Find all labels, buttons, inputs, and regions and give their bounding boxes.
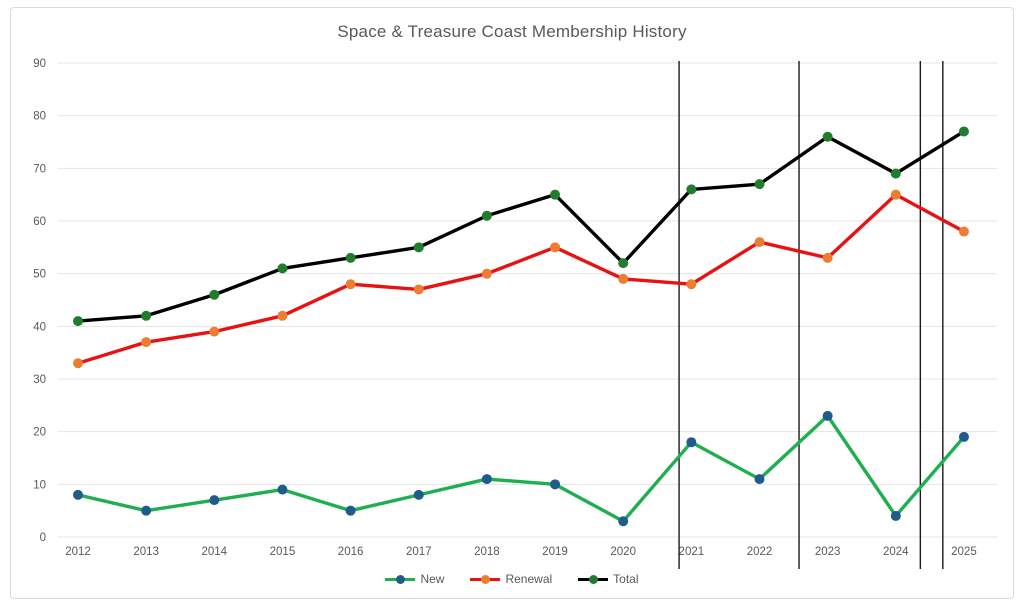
data-point-renewal bbox=[822, 252, 833, 263]
data-point-new bbox=[686, 437, 697, 448]
y-axis-tick-label: 70 bbox=[33, 163, 46, 175]
legend-label-renewal: Renewal bbox=[505, 572, 553, 586]
data-point-total bbox=[822, 131, 833, 142]
data-point-renewal bbox=[277, 310, 288, 321]
data-point-new bbox=[618, 516, 629, 527]
x-axis-tick-label: 2020 bbox=[610, 546, 636, 558]
x-axis-tick-label: 2016 bbox=[338, 546, 364, 558]
data-point-new bbox=[277, 484, 288, 495]
data-point-renewal bbox=[958, 226, 969, 237]
data-point-new bbox=[209, 495, 220, 506]
data-point-renewal bbox=[141, 337, 152, 348]
data-point-renewal bbox=[413, 284, 424, 295]
legend-label-total: Total bbox=[613, 572, 639, 586]
series-line-renewal bbox=[76, 192, 966, 365]
data-point-renewal bbox=[686, 279, 697, 290]
data-point-new bbox=[141, 505, 152, 516]
y-axis-tick-label: 50 bbox=[33, 269, 46, 281]
x-axis-tick-label: 2017 bbox=[406, 546, 432, 558]
x-axis-tick-label: 2012 bbox=[65, 546, 91, 558]
data-point-new bbox=[345, 505, 356, 516]
chart-frame bbox=[10, 7, 1014, 599]
x-axis-tick-label: 2015 bbox=[270, 546, 296, 558]
data-point-total bbox=[686, 184, 697, 195]
data-point-new bbox=[822, 410, 833, 421]
x-axis-tick-label: 2023 bbox=[815, 546, 841, 558]
data-point-total bbox=[277, 263, 288, 274]
legend-item-new: New bbox=[385, 572, 444, 586]
data-point-total bbox=[345, 252, 356, 263]
data-point-renewal bbox=[754, 237, 765, 248]
y-axis-tick-label: 0 bbox=[40, 532, 46, 544]
x-axis-tick-label: 2024 bbox=[883, 546, 909, 558]
data-point-total bbox=[890, 168, 901, 179]
x-axis-tick-label: 2014 bbox=[202, 546, 228, 558]
y-axis-tick-label: 80 bbox=[33, 111, 46, 123]
data-point-total bbox=[141, 310, 152, 321]
data-point-new bbox=[890, 510, 901, 521]
data-point-new bbox=[550, 479, 561, 490]
chart-title: Space & Treasure Coast Membership Histor… bbox=[337, 22, 687, 41]
x-axis-tick-label: 2013 bbox=[133, 546, 159, 558]
chart-legend: New Renewal Total bbox=[0, 572, 1024, 586]
legend-marker-new-icon bbox=[385, 574, 416, 584]
data-point-total bbox=[413, 242, 424, 253]
legend-item-renewal: Renewal bbox=[470, 572, 552, 586]
y-axis-tick-label: 30 bbox=[33, 374, 46, 386]
legend-marker-renewal-icon bbox=[470, 574, 501, 584]
y-axis-tick-label: 60 bbox=[33, 216, 46, 228]
data-point-renewal bbox=[550, 242, 561, 253]
data-point-total bbox=[550, 189, 561, 200]
y-axis-tick-label: 20 bbox=[33, 427, 46, 439]
data-point-renewal bbox=[345, 279, 356, 290]
series-line-new bbox=[76, 414, 966, 523]
y-axis-tick-label: 40 bbox=[33, 321, 46, 333]
data-point-renewal bbox=[73, 358, 83, 369]
data-point-total bbox=[73, 316, 83, 327]
data-point-new bbox=[73, 489, 83, 500]
data-point-total bbox=[618, 258, 629, 269]
data-point-renewal bbox=[618, 273, 629, 284]
series-line-total bbox=[76, 129, 966, 323]
legend-label-new: New bbox=[420, 572, 445, 586]
x-axis-tick-label: 2018 bbox=[474, 546, 500, 558]
data-point-total bbox=[958, 126, 969, 137]
data-point-new bbox=[754, 474, 765, 485]
data-point-new bbox=[413, 489, 424, 500]
x-axis-tick-label: 2025 bbox=[951, 546, 977, 558]
x-axis-tick-label: 2022 bbox=[747, 546, 773, 558]
data-point-renewal bbox=[481, 268, 492, 279]
y-axis-tick-label: 10 bbox=[33, 479, 46, 491]
x-axis-tick-label: 2021 bbox=[679, 546, 705, 558]
legend-item-total: Total bbox=[578, 572, 639, 586]
legend-marker-total-icon bbox=[578, 574, 609, 584]
data-point-new bbox=[481, 474, 492, 485]
data-point-total bbox=[209, 289, 220, 300]
data-point-total bbox=[754, 179, 765, 190]
data-point-total bbox=[481, 210, 492, 221]
data-point-new bbox=[958, 431, 969, 442]
x-axis-tick-label: 2019 bbox=[542, 546, 568, 558]
data-point-renewal bbox=[209, 326, 220, 337]
data-point-renewal bbox=[890, 189, 901, 200]
y-axis-tick-label: 90 bbox=[33, 58, 46, 70]
